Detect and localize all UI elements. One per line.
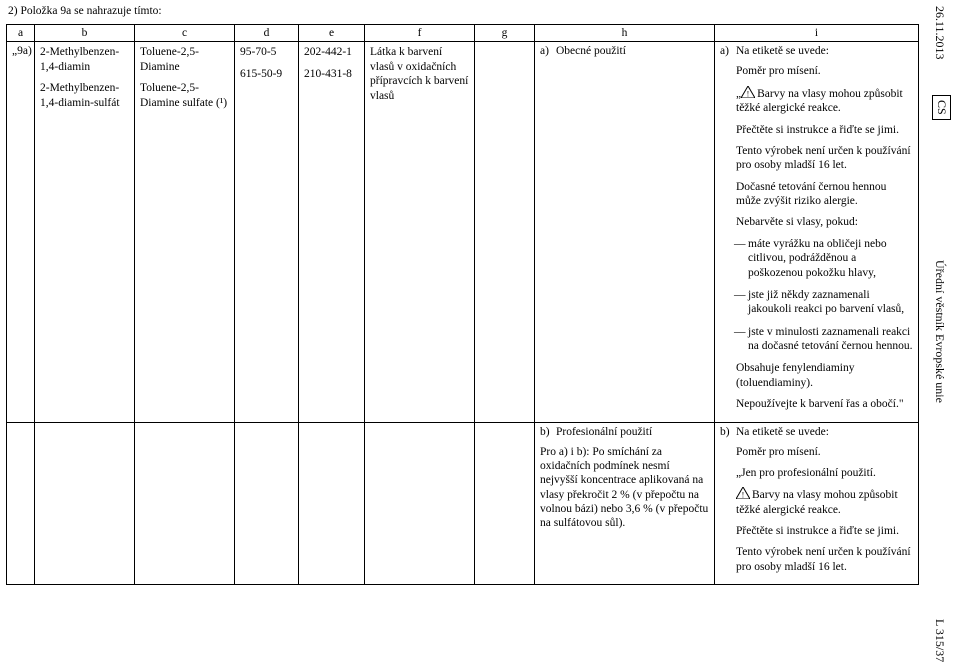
i-condition-2: jste již někdy zaznamenali jakoukoli rea… bbox=[748, 288, 913, 317]
i-conditions-list: máte vyrážku na obličeji nebo citlivou, … bbox=[736, 237, 913, 354]
i-do-not-dye: Nebarvěte si vlasy, pokud: bbox=[736, 215, 913, 229]
i2-warning-line: !Barvy na vlasy mohou způsobit těžké ale… bbox=[736, 487, 913, 517]
col-header-e: e bbox=[299, 25, 365, 42]
col-header-a: a bbox=[7, 25, 35, 42]
cell-g bbox=[475, 42, 535, 422]
h-concentration-text: Pro a) i b): Po smíchání za oxidačních p… bbox=[540, 445, 709, 531]
i-letter-a: a) bbox=[720, 45, 736, 57]
col-header-b: b bbox=[35, 25, 135, 42]
h-text-a: Obecné použití bbox=[556, 45, 709, 57]
page-margin: 26.11.2013 CS Úřední věstník Evropské un… bbox=[932, 0, 954, 668]
warning-triangle-icon: ! bbox=[736, 487, 750, 499]
cell-i-2: b) Na etiketě se uvede: Poměr pro mísení… bbox=[715, 422, 919, 585]
i-contains: Obsahuje fenylendiaminy (toluendiaminy). bbox=[736, 361, 913, 390]
i2-age-restriction: Tento výrobek není určen k používání pro… bbox=[736, 545, 913, 574]
i-warn-text: Barvy na vlasy mohou způsobit těžké aler… bbox=[736, 88, 903, 114]
i-letter-b: b) bbox=[720, 426, 736, 438]
cell-e: 202-442-1 210-431-8 bbox=[299, 42, 365, 422]
cell-c-2 bbox=[135, 422, 235, 585]
i-condition-1: máte vyrážku na obličeji nebo citlivou, … bbox=[748, 237, 913, 280]
col-header-h: h bbox=[535, 25, 715, 42]
ec-2: 210-431-8 bbox=[304, 67, 359, 81]
regulation-table: a b c d e f g h i „9a) 2-Methylbenzen-1,… bbox=[6, 24, 919, 585]
cas-1: 95-70-5 bbox=[240, 45, 293, 59]
cell-d-2 bbox=[235, 422, 299, 585]
svg-text:!: ! bbox=[742, 491, 745, 500]
cell-a-2 bbox=[7, 422, 35, 585]
substance-name-2: 2-Methylbenzen-1,4-diamin-sulfát bbox=[40, 81, 129, 110]
i2-professional: „Jen pro profesionální použití. bbox=[736, 466, 913, 480]
margin-page-reference: L 315/37 bbox=[932, 619, 947, 662]
cell-h: a) Obecné použití bbox=[535, 42, 715, 422]
i-eyelash-warning: Nepoužívejte k barvení řas a obočí." bbox=[736, 397, 913, 411]
i-age-restriction: Tento výrobek není určen k používání pro… bbox=[736, 144, 913, 173]
table-row: b) Profesionální použití Pro a) i b): Po… bbox=[7, 422, 919, 585]
i-warning-line: „!Barvy na vlasy mohou způsobit těžké al… bbox=[736, 86, 913, 116]
h-letter-b: b) bbox=[540, 426, 556, 438]
i-condition-3: jste v minulosti zaznamenali reakci na d… bbox=[748, 325, 913, 354]
i-lead-b: Na etiketě se uvede: bbox=[736, 426, 913, 438]
cell-g-2 bbox=[475, 422, 535, 585]
margin-language: CS bbox=[932, 95, 951, 120]
cell-e-2 bbox=[299, 422, 365, 585]
cas-2: 615-50-9 bbox=[240, 67, 293, 81]
col-header-c: c bbox=[135, 25, 235, 42]
ec-1: 202-442-1 bbox=[304, 45, 359, 59]
product-type: Látka k barvení vlasů v oxidačních přípr… bbox=[370, 45, 469, 103]
cell-b-2 bbox=[35, 422, 135, 585]
i2-mix-ratio: Poměr pro mísení. bbox=[736, 445, 913, 459]
intro-text: 2) Položka 9a se nahrazuje tímto: bbox=[8, 4, 920, 18]
col-header-g: g bbox=[475, 25, 535, 42]
inci-name-1: Toluene-2,5-Diamine bbox=[140, 45, 229, 74]
cell-a: „9a) bbox=[7, 42, 35, 422]
svg-text:!: ! bbox=[747, 89, 750, 98]
cell-h-2: b) Profesionální použití Pro a) i b): Po… bbox=[535, 422, 715, 585]
cell-b: 2-Methylbenzen-1,4-diamin 2-Methylbenzen… bbox=[35, 42, 135, 422]
table-header-row: a b c d e f g h i bbox=[7, 25, 919, 42]
margin-date: 26.11.2013 bbox=[932, 6, 947, 60]
margin-journal-title: Úřední věstník Evropské unie bbox=[932, 260, 947, 403]
cell-d: 95-70-5 615-50-9 bbox=[235, 42, 299, 422]
h-letter-a: a) bbox=[540, 45, 556, 57]
i2-warn-text: Barvy na vlasy mohou způsobit těžké aler… bbox=[736, 489, 898, 515]
i2-instructions: Přečtěte si instrukce a řiďte se jimi. bbox=[736, 524, 913, 538]
cell-i: a) Na etiketě se uvede: Poměr pro mísení… bbox=[715, 42, 919, 422]
i-henna-warning: Dočasné tetování černou hennou může zvýš… bbox=[736, 180, 913, 209]
i-lead-a: Na etiketě se uvede: bbox=[736, 45, 913, 57]
i-instructions: Přečtěte si instrukce a řiďte se jimi. bbox=[736, 123, 913, 137]
h-text-b: Profesionální použití bbox=[556, 426, 709, 438]
warning-triangle-icon: ! bbox=[741, 86, 755, 98]
cell-f: Látka k barvení vlasů v oxidačních přípr… bbox=[365, 42, 475, 422]
col-header-f: f bbox=[365, 25, 475, 42]
inci-name-2: Toluene-2,5-Diamine sulfate (¹) bbox=[140, 81, 229, 110]
cell-f-2 bbox=[365, 422, 475, 585]
substance-name-1: 2-Methylbenzen-1,4-diamin bbox=[40, 45, 129, 74]
cell-c: Toluene-2,5-Diamine Toluene-2,5-Diamine … bbox=[135, 42, 235, 422]
col-header-d: d bbox=[235, 25, 299, 42]
i-mix-ratio: Poměr pro mísení. bbox=[736, 64, 913, 78]
table-row: „9a) 2-Methylbenzen-1,4-diamin 2-Methylb… bbox=[7, 42, 919, 422]
col-header-i: i bbox=[715, 25, 919, 42]
